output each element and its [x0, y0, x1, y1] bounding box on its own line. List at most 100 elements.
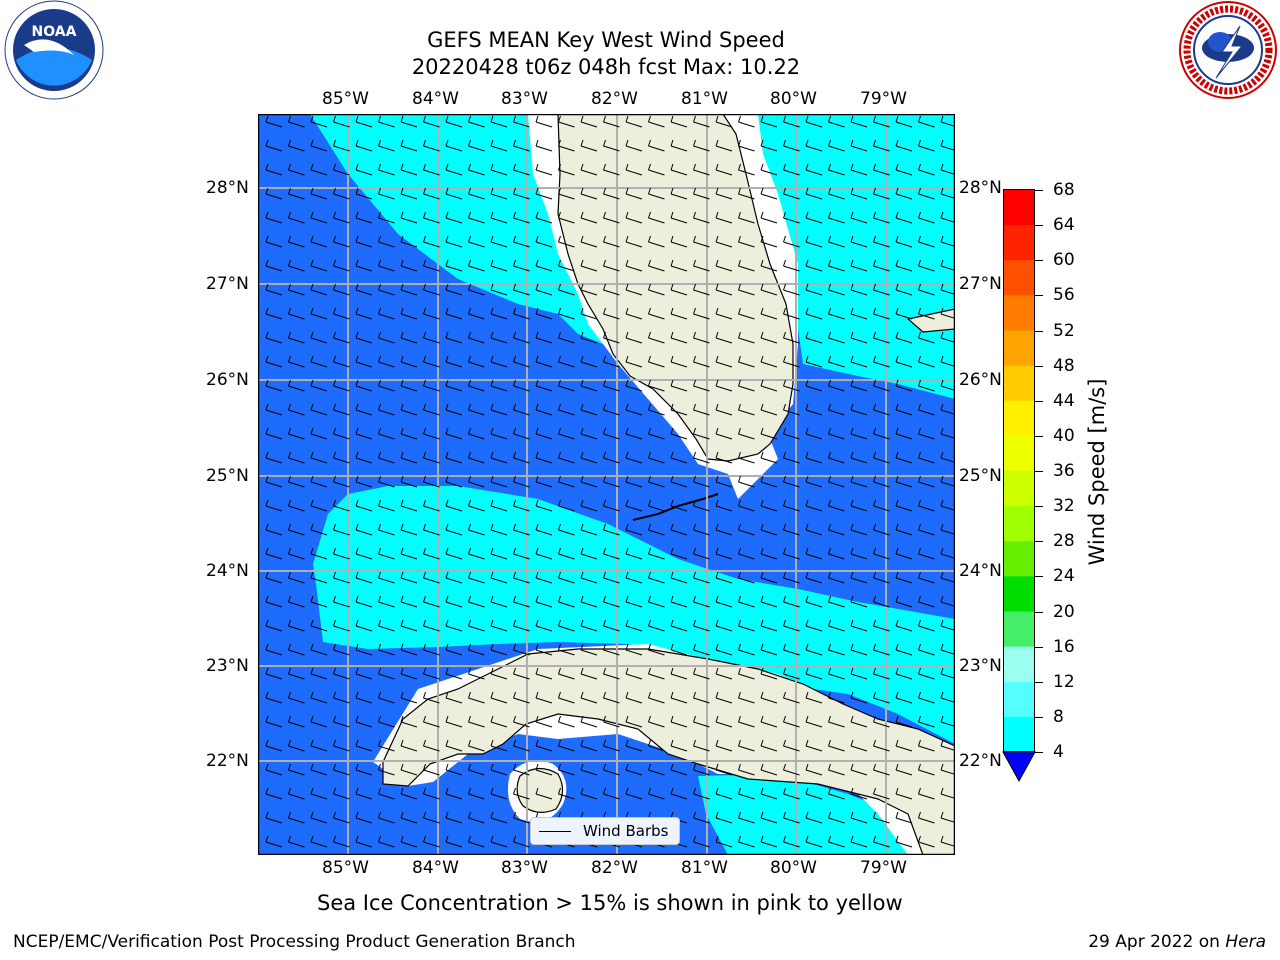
wind-barb — [490, 499, 508, 512]
wind-barb — [333, 163, 350, 176]
wind-barb — [558, 355, 575, 368]
wind-barb — [558, 619, 575, 632]
wind-barb — [895, 571, 913, 584]
wind-barb — [918, 595, 935, 608]
wind-barb — [288, 475, 305, 488]
wind-barb — [715, 163, 733, 176]
wind-barb — [535, 307, 553, 320]
wind-barb — [423, 787, 440, 800]
wind-barb — [310, 547, 328, 560]
wind-barb — [355, 571, 373, 584]
wind-barb — [715, 691, 733, 704]
wind-barb — [513, 619, 530, 632]
wind-barb — [288, 835, 305, 848]
wind-barb — [850, 547, 868, 560]
wind-barb — [603, 787, 620, 800]
wind-barb — [288, 787, 305, 800]
wind-barb — [468, 307, 485, 320]
wind-barb — [603, 451, 620, 464]
wind-barb — [648, 643, 665, 656]
wind-barb — [423, 139, 440, 152]
wind-barb — [783, 811, 800, 824]
wind-barb — [445, 139, 463, 152]
wind-barb — [670, 187, 688, 200]
lon-label-top: 85°W — [322, 89, 369, 109]
wind-barb — [423, 835, 440, 848]
wind-barb — [670, 547, 688, 560]
wind-barb — [558, 427, 575, 440]
wind-barb — [895, 211, 913, 224]
wind-barb — [310, 811, 328, 824]
wind-barb — [625, 643, 643, 656]
wind-barb — [468, 691, 485, 704]
wind-barb — [828, 787, 845, 800]
wind-barb — [918, 307, 935, 320]
wind-barb — [580, 787, 598, 800]
wind-barb — [288, 187, 305, 200]
wind-barb — [288, 547, 305, 560]
wind-barb — [310, 115, 328, 128]
wind-barb — [828, 619, 845, 632]
wind-barb — [265, 619, 283, 632]
colorbar-tick-label: 48 — [1053, 355, 1075, 376]
wind-barb — [333, 379, 350, 392]
wind-barb — [738, 643, 755, 656]
wind-barb — [288, 619, 305, 632]
wind-barb — [918, 547, 935, 560]
colorbar-tick-label: 24 — [1053, 566, 1075, 587]
wind-barb — [535, 667, 553, 680]
wind-barb — [558, 283, 575, 296]
wind-barb — [513, 403, 530, 416]
wind-barb — [378, 259, 395, 272]
wind-barb — [445, 547, 463, 560]
wind-barb — [310, 283, 328, 296]
wind-barb — [760, 643, 778, 656]
wind-barb — [423, 307, 440, 320]
wind-barb — [648, 427, 665, 440]
wind-barb — [513, 835, 530, 848]
wind-barb — [715, 451, 733, 464]
wind-barb — [423, 691, 440, 704]
wind-barb — [490, 475, 508, 488]
wind-barb — [558, 739, 575, 752]
wind-barb — [558, 691, 575, 704]
wind-barb — [310, 259, 328, 272]
colorbar-segment — [1004, 716, 1034, 753]
wind-barb — [850, 307, 868, 320]
wind-barb — [648, 691, 665, 704]
wind-barb — [828, 403, 845, 416]
wind-barb — [355, 547, 373, 560]
wind-barb — [288, 211, 305, 224]
wind-barb — [535, 715, 553, 728]
wind-barb — [423, 667, 440, 680]
wind-barb — [490, 667, 508, 680]
wind-barb — [738, 283, 755, 296]
wind-barb — [558, 787, 575, 800]
wind-barb — [873, 715, 890, 728]
wind-barb — [828, 283, 845, 296]
wind-barb — [693, 259, 710, 272]
wind-barb — [445, 667, 463, 680]
wind-barb — [760, 259, 778, 272]
wind-barb — [445, 475, 463, 488]
wind-barb — [783, 475, 800, 488]
wind-barb — [805, 307, 823, 320]
wind-barb — [445, 643, 463, 656]
wind-barb — [693, 499, 710, 512]
wind-barb — [490, 139, 508, 152]
wind-barb — [535, 379, 553, 392]
footer-date: 29 Apr 2022 on Hera — [1088, 932, 1266, 952]
wind-barb — [693, 643, 710, 656]
wind-barb — [445, 115, 463, 128]
wind-barb — [423, 619, 440, 632]
colorbar-tick-mark — [1035, 400, 1043, 402]
wind-barb — [288, 571, 305, 584]
wind-barb — [715, 427, 733, 440]
wind-barb — [805, 403, 823, 416]
wind-barb — [468, 163, 485, 176]
wind-barb — [850, 523, 868, 536]
wind-barb — [310, 139, 328, 152]
wind-barb — [265, 451, 283, 464]
lat-label-left: 28°N — [206, 178, 249, 198]
wind-barb — [648, 235, 665, 248]
